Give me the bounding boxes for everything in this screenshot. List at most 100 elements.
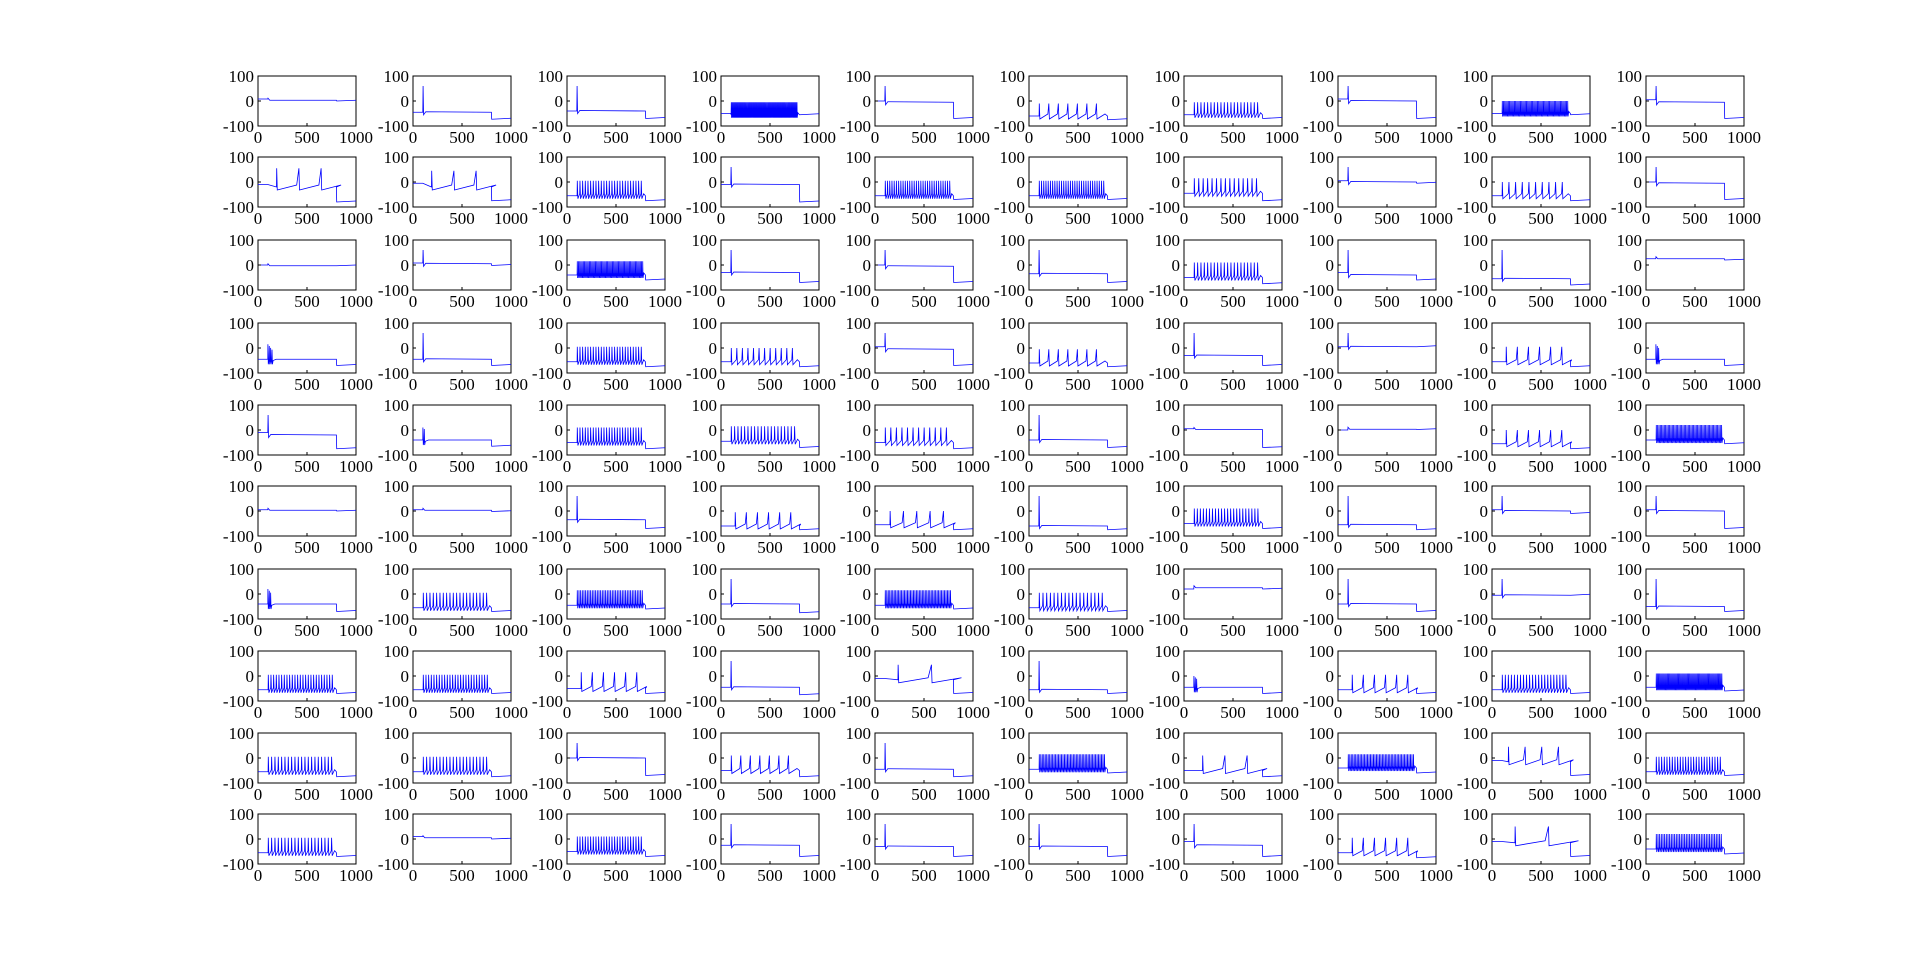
x-tick-label: 1000 <box>1727 866 1761 885</box>
y-tick-label: -100 <box>223 198 254 217</box>
x-tick-label: 500 <box>1065 703 1091 722</box>
subplot-r3-c8: 1000-1000 500 1000 <box>1303 231 1453 311</box>
x-tick-label: 1000 <box>1110 292 1144 311</box>
subplot-r2-c7: 1000-1000 500 1000 <box>1149 148 1299 228</box>
y-tick-label: 100 <box>384 477 410 496</box>
y-tick-label: 100 <box>692 724 718 743</box>
x-tick-label: 0 <box>254 785 263 804</box>
axes-frame <box>566 404 666 456</box>
x-tick-label: 1000 <box>494 457 528 476</box>
y-tick-label: 0 <box>401 339 410 358</box>
y-tick-label: 100 <box>1000 560 1026 579</box>
x-tick-label: 500 <box>911 703 937 722</box>
y-tick-label: 100 <box>1000 314 1026 333</box>
y-tick-label: 100 <box>538 231 564 250</box>
voltage-trace <box>1184 675 1283 694</box>
axes-frame <box>1183 404 1283 456</box>
y-tick-label: 100 <box>538 642 564 661</box>
x-tick-label: 0 <box>1642 128 1651 147</box>
x-tick-label: 500 <box>603 457 629 476</box>
voltage-trace <box>1184 426 1283 448</box>
subplot-r7-c1: 1000-1000 500 1000 <box>223 560 373 640</box>
y-tick-label: 100 <box>1000 396 1026 415</box>
x-tick-label: 500 <box>603 292 629 311</box>
x-tick-label: 1000 <box>339 538 373 557</box>
y-tick-label: 100 <box>692 148 718 167</box>
x-tick-label: 1000 <box>648 866 682 885</box>
y-tick-label: -100 <box>840 364 871 383</box>
y-tick-label: 0 <box>246 667 255 686</box>
subplot-r4-c3: 1000-1000 500 1000 <box>532 314 682 394</box>
voltage-trace <box>1646 344 1745 366</box>
axes-frame <box>720 732 820 784</box>
y-tick-label: -100 <box>1611 446 1642 465</box>
y-tick-label: -100 <box>532 117 563 136</box>
x-tick-label: 0 <box>717 209 726 228</box>
y-tick-label: 0 <box>555 502 564 521</box>
y-tick-label: -100 <box>532 692 563 711</box>
voltage-trace <box>258 507 357 512</box>
x-tick-label: 1000 <box>802 128 836 147</box>
x-tick-label: 1000 <box>1727 375 1761 394</box>
y-tick-label: 0 <box>401 667 410 686</box>
y-tick-label: -100 <box>378 692 409 711</box>
voltage-trace <box>875 332 974 366</box>
voltage-trace <box>567 346 666 368</box>
y-tick-label: 100 <box>1309 805 1335 824</box>
y-tick-label: 0 <box>1017 667 1026 686</box>
x-tick-label: 500 <box>1065 292 1091 311</box>
subplot-r9-c2: 1000-1000 500 1000 <box>378 724 528 804</box>
subplot-r5-c7: 1000-1000 500 1000 <box>1149 396 1299 476</box>
voltage-trace <box>1184 262 1283 285</box>
voltage-trace <box>721 755 820 778</box>
x-tick-label: 500 <box>1065 375 1091 394</box>
y-tick-label: -100 <box>223 855 254 874</box>
x-tick-label: 0 <box>1025 375 1034 394</box>
subplot-r4-c4: 1000-1000 500 1000 <box>686 314 836 394</box>
x-tick-label: 0 <box>563 621 572 640</box>
axes-frame <box>1028 813 1128 865</box>
y-tick-label: -100 <box>840 692 871 711</box>
y-tick-label: 100 <box>1309 477 1335 496</box>
y-tick-label: 100 <box>384 560 410 579</box>
y-tick-label: 100 <box>1463 148 1489 167</box>
subplot-r2-c2: 1000-1000 500 1000 <box>378 148 528 228</box>
y-tick-label: 0 <box>1634 502 1643 521</box>
voltage-trace <box>413 427 512 447</box>
x-tick-label: 1000 <box>956 703 990 722</box>
x-tick-label: 0 <box>1488 538 1497 557</box>
x-tick-label: 1000 <box>494 292 528 311</box>
x-tick-label: 500 <box>1528 292 1554 311</box>
subplot-r8-c8: 1000-1000 500 1000 <box>1303 642 1453 722</box>
y-tick-label: 100 <box>1617 231 1643 250</box>
subplot-r7-c10: 1000-1000 500 1000 <box>1611 560 1761 640</box>
subplot-r7-c2: 1000-1000 500 1000 <box>378 560 528 640</box>
x-tick-label: 500 <box>449 375 475 394</box>
axes-frame <box>1337 239 1437 291</box>
axes-frame <box>1337 485 1437 537</box>
voltage-trace <box>1492 674 1591 694</box>
x-tick-label: 500 <box>294 621 320 640</box>
x-tick-label: 500 <box>757 128 783 147</box>
x-tick-label: 500 <box>1528 375 1554 394</box>
x-tick-label: 500 <box>1682 538 1708 557</box>
x-tick-label: 1000 <box>494 785 528 804</box>
x-tick-label: 0 <box>717 128 726 147</box>
axes-frame <box>1645 75 1745 127</box>
y-tick-label: -100 <box>1303 610 1334 629</box>
y-tick-label: 100 <box>1617 560 1643 579</box>
x-tick-label: 1000 <box>802 375 836 394</box>
y-tick-label: 100 <box>229 396 255 415</box>
voltage-trace <box>1646 424 1745 445</box>
voltage-trace <box>721 426 820 448</box>
voltage-trace <box>1338 332 1437 351</box>
x-tick-label: 0 <box>1488 621 1497 640</box>
voltage-trace <box>413 674 512 694</box>
x-tick-label: 1000 <box>802 457 836 476</box>
voltage-trace <box>875 249 974 283</box>
y-tick-label: 100 <box>538 560 564 579</box>
voltage-trace <box>1338 754 1437 774</box>
y-tick-label: -100 <box>686 527 717 546</box>
subplot-r2-c9: 1000-1000 500 1000 <box>1457 148 1607 228</box>
y-tick-label: -100 <box>686 610 717 629</box>
